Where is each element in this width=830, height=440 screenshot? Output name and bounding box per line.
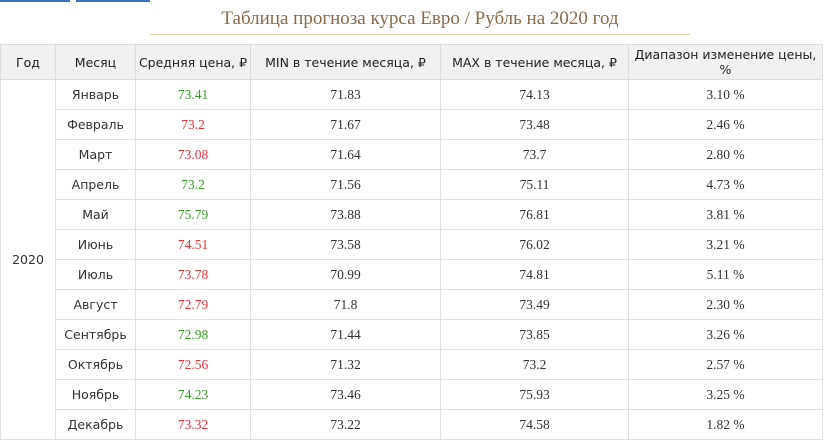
min-price-cell: 71.67 — [250, 109, 441, 140]
header-row: Год Месяц Средняя цена, ₽ MIN в течение мес… — [0, 44, 823, 80]
range-cell: 3.21 % — [628, 229, 823, 260]
table-row: Февраль 73.2 71.67 73.48 2.46 % — [1, 109, 823, 140]
month-cell: Июнь — [55, 229, 136, 260]
min-price-cell: 71.8 — [250, 289, 441, 320]
table-row: Декабрь 73.32 73.22 74.58 1.82 % — [1, 409, 823, 440]
table-row: Сентябрь 72.98 71.44 73.85 3.26 % — [1, 319, 823, 350]
max-price-cell: 74.58 — [440, 409, 629, 440]
range-cell: 3.81 % — [628, 199, 823, 230]
table-row: Март 73.08 71.64 73.7 2.80 % — [1, 139, 823, 170]
column-header: Средняя цена, ₽ — [135, 44, 251, 80]
range-cell: 2.57 % — [628, 349, 823, 380]
max-price-cell: 73.2 — [440, 349, 629, 380]
month-cell: Август — [55, 289, 136, 320]
forecast-table: Год Месяц Средняя цена, ₽ MIN в течение мес… — [0, 44, 823, 440]
range-cell: 3.10 % — [628, 79, 823, 110]
title: Таблица прогноза курса Евро / Рубль на 2… — [150, 4, 690, 35]
range-cell: 3.25 % — [628, 379, 823, 410]
min-price-cell: 70.99 — [250, 259, 441, 290]
month-cell: Апрель — [55, 169, 136, 200]
range-cell: 5.11 % — [628, 259, 823, 290]
range-cell: 3.26 % — [628, 319, 823, 350]
min-price-cell: 71.83 — [250, 79, 441, 110]
month-cell: Май — [55, 199, 136, 230]
min-price-cell: 71.56 — [250, 169, 441, 200]
month-cell: Октябрь — [55, 349, 136, 380]
avg-price-cell: 74.23 — [135, 379, 251, 410]
range-cell: 2.46 % — [628, 109, 823, 140]
max-price-cell: 76.81 — [440, 199, 629, 230]
range-cell: 1.82 % — [628, 409, 823, 440]
avg-price-cell: 75.79 — [135, 199, 251, 230]
min-price-cell: 73.46 — [250, 379, 441, 410]
max-price-cell: 76.02 — [440, 229, 629, 260]
table-row: Октябрь 72.56 71.32 73.2 2.57 % — [1, 349, 823, 380]
table-row: Июнь 74.51 73.58 76.02 3.21 % — [1, 229, 823, 260]
avg-price-cell: 73.32 — [135, 409, 251, 440]
column-header: MIN в течение месяца, ₽ — [250, 44, 441, 80]
table-row: Май 75.79 73.88 76.81 3.81 % — [1, 199, 823, 230]
max-price-cell: 74.13 — [440, 79, 629, 110]
decor-bar — [0, 0, 70, 2]
column-header: Год — [0, 44, 56, 80]
table-row: Апрель 73.2 71.56 75.11 4.73 % — [1, 169, 823, 200]
range-cell: 2.80 % — [628, 139, 823, 170]
max-price-cell: 73.48 — [440, 109, 629, 140]
table-body: 2020 Январь 73.41 71.83 74.13 3.10 % Февраль 73… — [0, 79, 823, 440]
month-cell: Сентябрь — [55, 319, 136, 350]
avg-price-cell: 72.98 — [135, 319, 251, 350]
column-header: Диапазон изменение цены, % — [628, 44, 823, 80]
column-header: MAX в течение месяца, ₽ — [440, 44, 629, 80]
column-header: Месяц — [55, 44, 136, 80]
max-price-cell: 73.49 — [440, 289, 629, 320]
min-price-cell: 73.22 — [250, 409, 441, 440]
table-row: Июль 73.78 70.99 74.81 5.11 % — [1, 259, 823, 290]
min-price-cell: 71.32 — [250, 349, 441, 380]
max-price-cell: 73.7 — [440, 139, 629, 170]
avg-price-cell: 73.2 — [135, 169, 251, 200]
month-cell: Январь — [55, 79, 136, 110]
min-price-cell: 71.64 — [250, 139, 441, 170]
min-price-cell: 71.44 — [250, 319, 441, 350]
avg-price-cell: 73.78 — [135, 259, 251, 290]
max-price-cell: 75.93 — [440, 379, 629, 410]
avg-price-cell: 73.41 — [135, 79, 251, 110]
year-cell: 2020 — [0, 79, 56, 440]
month-cell: Ноябрь — [55, 379, 136, 410]
range-cell: 2.30 % — [628, 289, 823, 320]
avg-price-cell: 72.56 — [135, 349, 251, 380]
avg-price-cell: 73.08 — [135, 139, 251, 170]
month-cell: Декабрь — [55, 409, 136, 440]
max-price-cell: 75.11 — [440, 169, 629, 200]
table-row: 2020 Январь 73.41 71.83 74.13 3.10 % — [0, 79, 823, 440]
avg-price-cell: 72.79 — [135, 289, 251, 320]
table-row: Август 72.79 71.8 73.49 2.30 % — [1, 289, 823, 320]
avg-price-cell: 74.51 — [135, 229, 251, 260]
decor-bar — [76, 0, 150, 2]
table-row: Ноябрь 74.23 73.46 75.93 3.25 % — [1, 379, 823, 410]
max-price-cell: 74.81 — [440, 259, 629, 290]
min-price-cell: 73.88 — [250, 199, 441, 230]
avg-price-cell: 73.2 — [135, 109, 251, 140]
month-cell: Февраль — [55, 109, 136, 140]
month-cell: Март — [55, 139, 136, 170]
max-price-cell: 73.85 — [440, 319, 629, 350]
range-cell: 4.73 % — [628, 169, 823, 200]
min-price-cell: 73.58 — [250, 229, 441, 260]
month-cell: Июль — [55, 259, 136, 290]
